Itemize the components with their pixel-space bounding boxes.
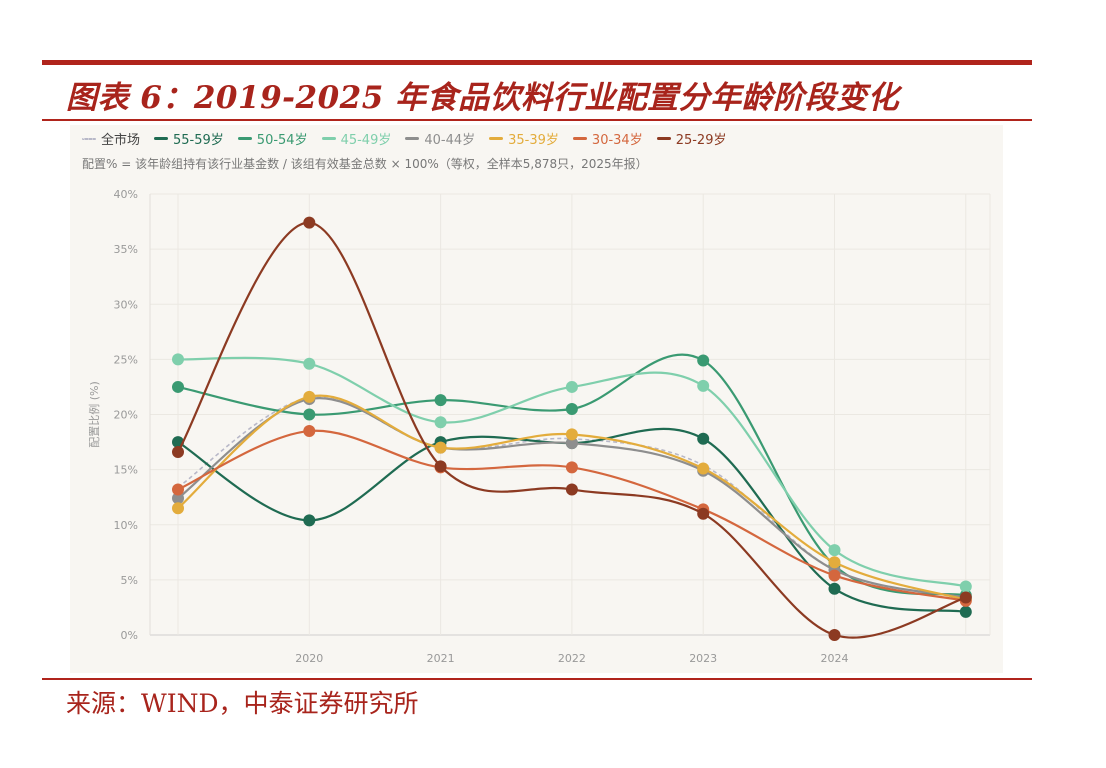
- legend-item[interactable]: 40-44岁: [405, 129, 475, 148]
- data-point: [303, 408, 316, 421]
- y-tick-label: 15%: [114, 464, 138, 477]
- y-tick-label: 25%: [114, 353, 138, 366]
- legend-swatch: [237, 137, 252, 140]
- data-point: [565, 402, 578, 415]
- legend-item[interactable]: 35-39岁: [489, 129, 559, 148]
- y-tick-label: 40%: [114, 188, 138, 201]
- data-point: [565, 428, 578, 441]
- data-point: [172, 483, 184, 496]
- data-point: [959, 580, 972, 593]
- legend-item[interactable]: 25-29岁: [656, 129, 727, 148]
- legend-label: 45-49岁: [340, 133, 392, 148]
- chart-note: 配置% = 该年龄组持有该行业基金数 / 该组有效基金总数 × 100%（等权，…: [82, 157, 648, 171]
- x-tick-label: 2021: [427, 652, 455, 665]
- data-point: [828, 629, 841, 641]
- data-point: [303, 390, 316, 403]
- data-point: [303, 216, 316, 229]
- data-point: [828, 544, 841, 557]
- data-point: [565, 461, 578, 474]
- legend-item[interactable]: 45-49岁: [321, 129, 392, 148]
- data-point: [697, 379, 710, 392]
- legend-label: 55-59岁: [173, 133, 224, 148]
- title-rule: [42, 119, 1032, 121]
- legend-label: 50-54岁: [256, 133, 308, 148]
- data-point: [434, 441, 447, 454]
- legend-label: 30-34岁: [591, 133, 643, 148]
- data-point: [434, 394, 447, 407]
- legend-label: 全市场: [101, 133, 141, 148]
- legend-item[interactable]: 50-54岁: [237, 129, 308, 148]
- data-point: [434, 416, 447, 429]
- data-point: [828, 569, 841, 582]
- data-point: [565, 483, 578, 496]
- legend-item[interactable]: 全市场: [82, 129, 140, 148]
- series-line-25-29岁: [177, 221, 967, 639]
- legend-swatch: [82, 137, 96, 140]
- legend-swatch: [405, 137, 420, 140]
- data-point: [303, 514, 316, 527]
- data-point: [172, 445, 184, 458]
- x-tick-label: 2023: [689, 652, 717, 665]
- data-point: [172, 502, 184, 515]
- legend-item[interactable]: 55-59岁: [154, 129, 224, 148]
- legend-swatch: [321, 137, 336, 140]
- legend-label: 40-44岁: [424, 133, 476, 148]
- y-tick-label: 0%: [121, 629, 138, 642]
- data-point: [697, 462, 710, 475]
- data-point: [697, 432, 710, 445]
- y-tick-label: 5%: [121, 574, 138, 587]
- data-point: [172, 380, 184, 393]
- legend: 全市场 55-59岁 50-54岁 45-49岁 40-44岁 35-39岁 30-34岁 2…: [82, 129, 726, 148]
- data-point: [172, 492, 184, 505]
- y-tick-label: 20%: [114, 409, 138, 422]
- data-point: [697, 507, 710, 520]
- y-tick-label: 35%: [114, 243, 138, 256]
- x-tick-label: 2020: [295, 652, 323, 665]
- legend-item[interactable]: 30-34岁: [572, 129, 643, 148]
- data-point: [828, 556, 841, 569]
- y-tick-label: 10%: [114, 519, 138, 532]
- data-point: [697, 354, 710, 367]
- source-note: 来源：WIND，中泰证券研究所: [66, 689, 419, 718]
- data-point: [434, 460, 447, 473]
- x-tick-label: 2022: [558, 652, 586, 665]
- top-rule: [42, 60, 1032, 65]
- legend-swatch: [656, 137, 671, 140]
- x-tick-label: 2024: [821, 652, 849, 665]
- data-point: [303, 357, 316, 370]
- bottom-rule: [42, 678, 1032, 680]
- data-point: [172, 353, 184, 366]
- legend-swatch: [154, 137, 169, 140]
- legend-swatch: [572, 137, 587, 140]
- data-point: [828, 582, 841, 595]
- data-point: [959, 605, 972, 618]
- legend-label: 25-29岁: [675, 133, 727, 148]
- figure-title: 图表 6：2019-2025 年食品饮料行业配置分年龄阶段变化: [66, 80, 900, 116]
- data-point: [565, 437, 578, 450]
- data-point: [565, 380, 578, 393]
- legend-swatch: [489, 137, 504, 140]
- legend-label: 35-39岁: [508, 133, 559, 148]
- y-tick-label: 30%: [114, 298, 138, 311]
- data-point: [959, 591, 972, 604]
- data-point: [303, 425, 316, 438]
- y-axis-label: 配置比例 (%): [87, 381, 101, 448]
